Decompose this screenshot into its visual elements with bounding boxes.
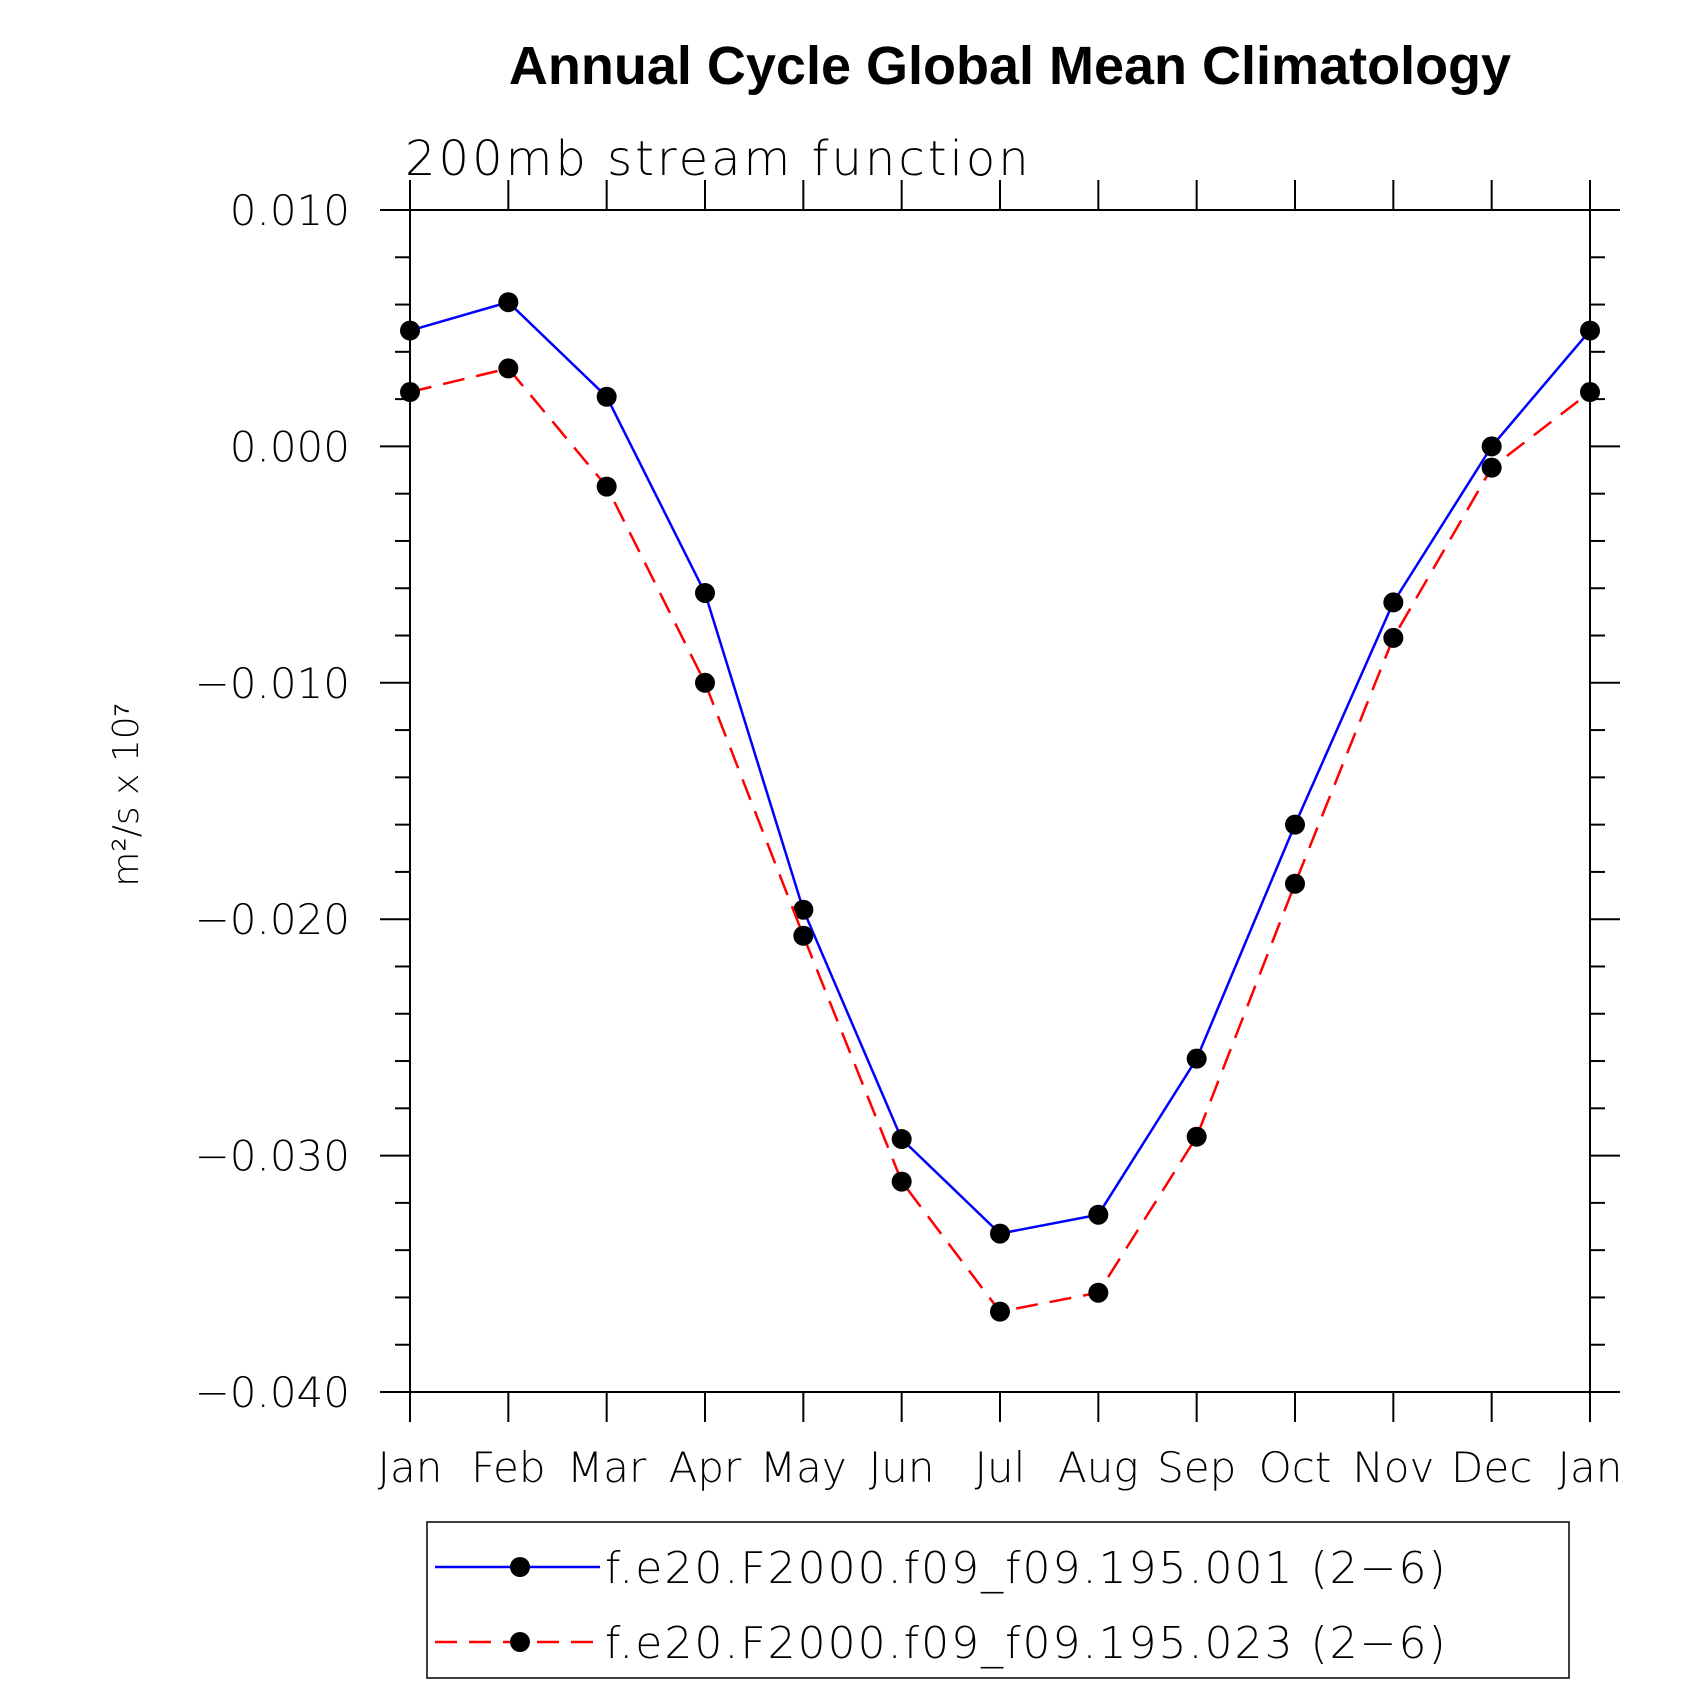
series-1-point [1285,814,1305,835]
x-tick-label: Jan [1558,1443,1623,1492]
series-2-point [891,1171,912,1192]
legend-marker-series-1 [510,1557,530,1577]
y-axis-label: m²/s x 10⁷ [106,703,147,886]
series-2-point [1580,382,1600,403]
series-1-point [400,320,420,341]
plot-frame [409,209,1591,1393]
series-line-1 [409,300,1591,1235]
x-tick-label: Oct [1259,1443,1332,1492]
y-tick-label: −0.030 [195,1132,350,1181]
series-1-point [1088,1204,1109,1225]
axes: 0.010 0.000 −0.010 −0.020 −0.030 −0.040 Jan Feb… [195,180,1623,1492]
series-1-point [1481,436,1502,457]
series-1-point [1186,1048,1207,1069]
x-tick-label: Jun [869,1443,935,1492]
legend-label-series-1: f.e20.F2000.f09_f09.195.001 (2−6) [605,1543,1448,1594]
x-tick-label: Jul [975,1443,1026,1492]
x-tick-label: Jan [378,1443,443,1492]
series-2-point [1088,1282,1109,1303]
series-2-point [400,382,420,403]
y-tick-label: −0.020 [195,895,350,944]
series-1-point [990,1223,1010,1244]
x-tick-label: Apr [669,1443,742,1492]
series-2-point [1481,457,1502,478]
series-1-point [793,899,814,920]
x-tick-label: Feb [471,1443,545,1492]
y-tick-label: −0.040 [195,1368,350,1417]
series-2-point [1285,873,1305,894]
chart-title: Annual Cycle Global Mean Climatology [509,36,1511,96]
series-layer [400,292,1600,1322]
y-tick-label: 0.000 [230,422,350,471]
series-1-point [498,292,519,313]
series-1-point [1580,320,1600,341]
y-tick-label: −0.010 [195,659,350,708]
series-2-point [990,1301,1010,1322]
chart-subtitle: 200mb stream function [405,131,1032,187]
legend-box [426,1521,1570,1679]
series-1-point [695,582,715,603]
series-2-point [695,672,715,693]
series-2-point [498,358,519,379]
x-tick-label: Dec [1451,1443,1532,1492]
series-2-point [596,476,617,497]
series-1-point [891,1129,912,1150]
series-1-point [1383,592,1404,613]
x-tick-label: May [760,1443,847,1492]
legend-label-series-2: f.e20.F2000.f09_f09.195.023 (2−6) [605,1618,1448,1669]
series-2-point [793,925,814,946]
x-tick-label: Nov [1352,1443,1434,1492]
legend-marker-series-2 [510,1632,530,1652]
series-2-point [1383,627,1404,648]
x-tick-label: Aug [1058,1443,1139,1492]
legend: f.e20.F2000.f09_f09.195.001 (2−6) f.e20.… [426,1521,1570,1679]
x-tick-label: Mar [567,1443,647,1492]
series-line-2 [409,367,1591,1313]
series-1-point [596,386,617,407]
series-2-point [1186,1126,1207,1147]
y-tick-label: 0.010 [230,186,350,235]
x-tick-label: Sep [1157,1443,1236,1492]
